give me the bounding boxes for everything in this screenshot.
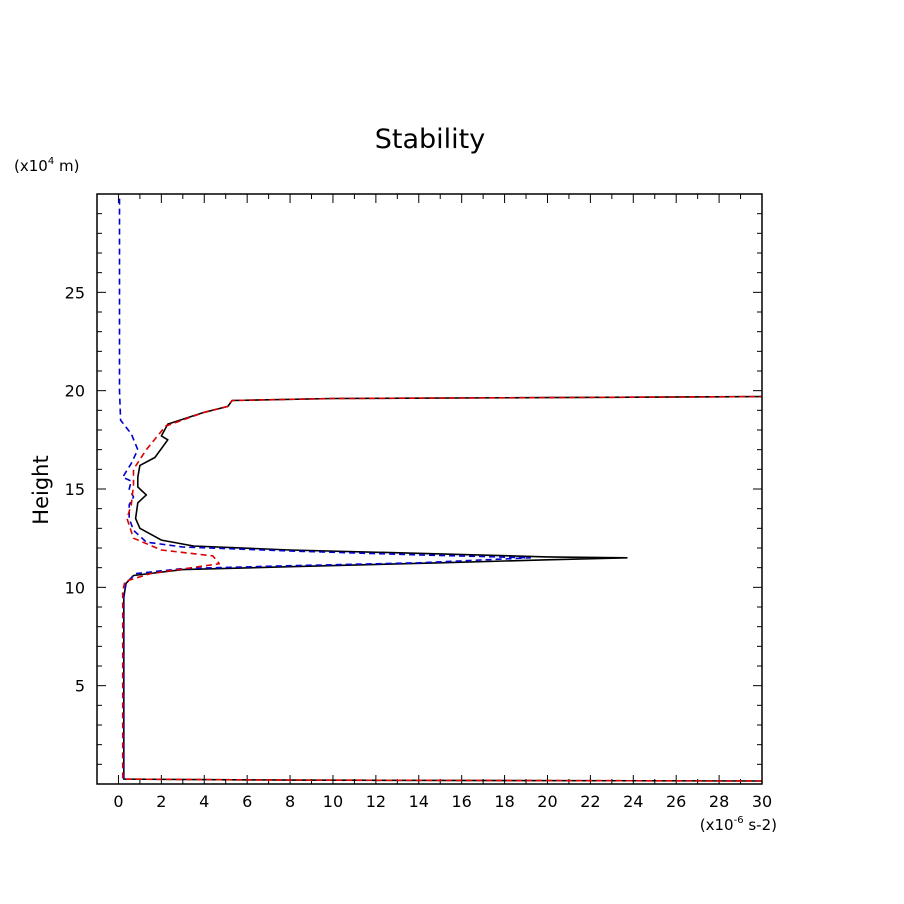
x-unit-suffix: s-2) — [744, 816, 777, 834]
y-unit-label: (x104 m) — [14, 156, 79, 175]
x-tick-label: 30 — [752, 792, 772, 811]
x-tick-label: 16 — [451, 792, 471, 811]
x-tick-label: 22 — [580, 792, 600, 811]
y-unit-exponent: 4 — [48, 156, 54, 167]
x-tick-label: 12 — [366, 792, 386, 811]
x-tick-label: 10 — [323, 792, 343, 811]
series-group — [118, 194, 762, 782]
y-tick-label: 20 — [65, 382, 85, 401]
y-tick-label: 10 — [65, 578, 85, 597]
x-tick-label: 24 — [623, 792, 643, 811]
x-tick-label: 26 — [666, 792, 686, 811]
series-line-2 — [118, 194, 532, 780]
x-unit-prefix: (x10 — [700, 816, 734, 834]
x-tick-label: 6 — [242, 792, 252, 811]
y-tick-label: 15 — [65, 480, 85, 499]
x-unit-label: (x10-6 s-2) — [700, 815, 777, 834]
y-tick-label: 5 — [75, 677, 85, 696]
x-tick-label: 0 — [113, 792, 123, 811]
x-tick-label: 28 — [709, 792, 729, 811]
series-line-1 — [123, 395, 762, 782]
y-unit-prefix: (x10 — [14, 157, 48, 175]
x-tick-label: 18 — [494, 792, 514, 811]
y-axis-label: Height — [29, 455, 53, 524]
x-tick-label: 4 — [199, 792, 209, 811]
x-tick-label: 20 — [537, 792, 557, 811]
plot-frame — [96, 193, 763, 785]
x-tick-label: 14 — [409, 792, 429, 811]
x-unit-exponent: -6 — [734, 815, 744, 826]
y-unit-suffix: m) — [54, 157, 79, 175]
y-tick-label: 25 — [65, 283, 85, 302]
chart-title: Stability — [375, 124, 486, 155]
x-tick-label: 8 — [285, 792, 295, 811]
x-tick-label: 2 — [156, 792, 166, 811]
series-line-3 — [121, 395, 762, 782]
